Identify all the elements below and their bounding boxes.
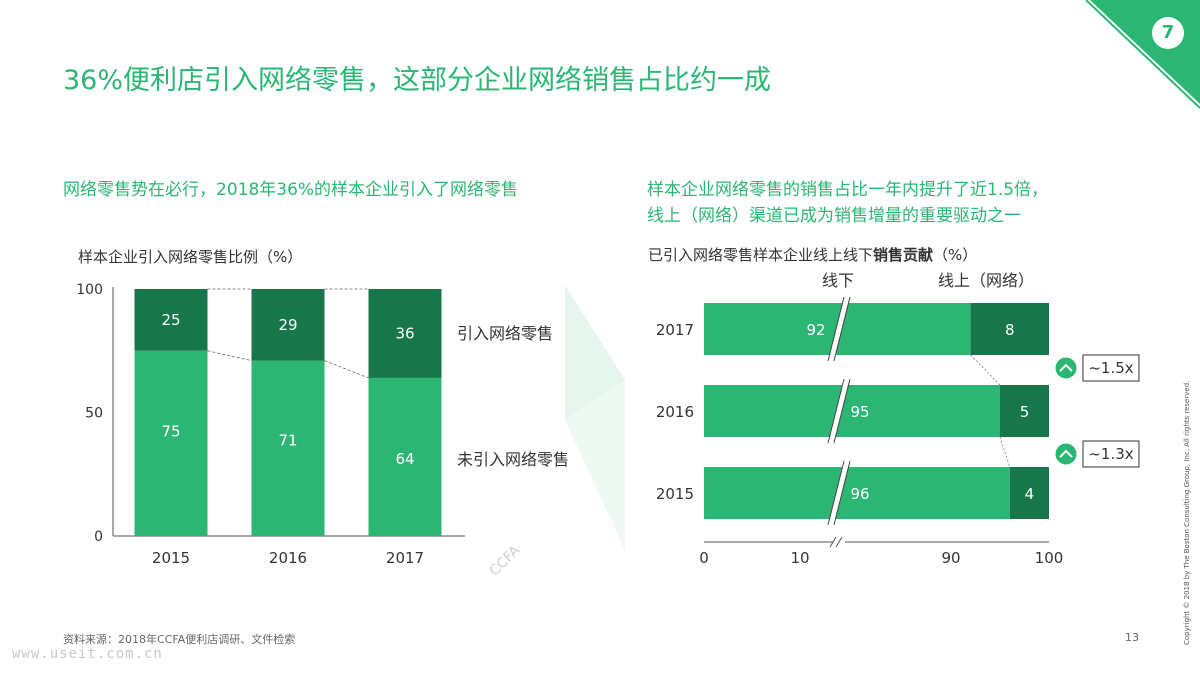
- data-label-offline: 95: [850, 403, 869, 421]
- bar-online: [1000, 385, 1049, 437]
- data-label-not-online: 71: [278, 431, 297, 449]
- bar-break-line: [833, 296, 851, 362]
- bar-break-line: [833, 378, 851, 444]
- right-chart-title-normal: 已引入网络零售样本企业线上线下: [648, 246, 874, 264]
- x-tick-label: 2017: [386, 549, 424, 567]
- page-number-badge: 7: [1152, 17, 1184, 49]
- bar-break-gap: [828, 297, 850, 361]
- chevron-up-icon: [1059, 363, 1073, 372]
- data-label-online: 8: [1005, 321, 1015, 339]
- bar-break-line: [827, 296, 845, 362]
- connector-decoration: [565, 285, 625, 550]
- dotted-connector: [999, 436, 1011, 468]
- y-tick-label: 50: [85, 406, 103, 422]
- data-label-online: 25: [161, 311, 180, 329]
- bar-online: [1009, 467, 1049, 519]
- bar-online: [970, 303, 1049, 355]
- growth-label-box: [1082, 354, 1140, 382]
- data-label-offline: 96: [850, 485, 869, 503]
- y-tick-label: 2017: [656, 321, 694, 339]
- chevron-up-icon: [1054, 442, 1078, 466]
- bar-break-line: [833, 460, 851, 526]
- bar-not-online: [368, 377, 442, 536]
- data-label-not-online: 64: [395, 450, 414, 468]
- column-header-online: 线上（网络）: [938, 271, 1034, 290]
- dotted-connector: [970, 354, 1001, 386]
- x-tick-label: 90: [941, 549, 960, 567]
- bar-break-line: [827, 378, 845, 444]
- x-tick-label: 0: [699, 549, 709, 567]
- x-tick-label: 2016: [269, 549, 307, 567]
- page-index: 13: [1125, 631, 1139, 644]
- data-label-online: 36: [395, 324, 414, 342]
- data-label-offline: 92: [806, 321, 825, 339]
- axis-break-mark: [829, 536, 837, 548]
- growth-label-box: [1082, 440, 1140, 468]
- bar-break-gap: [828, 379, 850, 443]
- chevron-up-icon: [1054, 356, 1078, 380]
- bar-break-gap: [828, 461, 850, 525]
- bar-online: [134, 289, 208, 351]
- bar-not-online: [134, 350, 208, 536]
- right-horizontal-bar-chart: 线下 线上（网络） 0 10 90 100 2017 92 8 2016 95 5 2015 96 4 ~1.…: [656, 271, 1140, 567]
- footer-source: 资料来源：2018年CCFA便利店调研、文件检索: [63, 633, 296, 646]
- bar-not-online: [251, 360, 325, 536]
- data-label-online: 29: [278, 316, 297, 334]
- x-tick-label: 10: [790, 549, 809, 567]
- y-tick-label: 2015: [656, 485, 694, 503]
- right-subhead-line1: 样本企业网络零售的销售占比一年内提升了近1.5倍，: [647, 180, 1049, 200]
- bar-online: [368, 289, 442, 378]
- y-tick-label: 2016: [656, 403, 694, 421]
- right-chart-title: 已引入网络零售样本企业线上线下销售贡献（%）: [648, 244, 977, 265]
- right-subhead-line2: 线上（网络）渠道已成为销售增量的重要驱动之一: [647, 206, 1021, 226]
- series-label-not-online: 未引入网络零售: [457, 450, 569, 469]
- left-stacked-bar-chart: 0 50 100 75 25 2015 71 29 2016 64 36 2017 引入网络零售未引入网…: [76, 282, 569, 567]
- y-tick-label: 0: [94, 529, 103, 545]
- growth-label: ~1.3x: [1088, 445, 1133, 463]
- data-label-not-online: 75: [161, 422, 180, 440]
- dashed-connector: [207, 350, 252, 362]
- data-label-online: 4: [1025, 485, 1035, 503]
- growth-label: ~1.5x: [1088, 359, 1133, 377]
- copyright-text: Copyright © 2018 by The Boston Consultin…: [1183, 380, 1191, 645]
- bar-break-line: [827, 460, 845, 526]
- left-chart-title: 样本企业引入网络零售比例（%）: [78, 248, 303, 266]
- data-label-online: 5: [1020, 403, 1030, 421]
- y-tick-label: 100: [76, 282, 103, 298]
- bar-offline: [704, 467, 1010, 519]
- axis-break-mark: [835, 536, 843, 548]
- bar-offline: [704, 385, 1000, 437]
- dashed-connector: [324, 360, 369, 379]
- x-tick-label: 100: [1035, 549, 1064, 567]
- x-tick-label: 2015: [152, 549, 190, 567]
- series-label-online: 引入网络零售: [457, 324, 553, 343]
- right-chart-title-unit: （%）: [933, 246, 978, 264]
- right-chart-title-bold: 销售贡献: [873, 246, 934, 264]
- bar-online: [251, 289, 325, 361]
- page-title: 36%便利店引入网络零售，这部分企业网络销售占比约一成: [63, 65, 772, 96]
- left-subhead: 网络零售势在必行，2018年36%的样本企业引入了网络零售: [63, 180, 519, 200]
- column-header-offline: 线下: [822, 271, 854, 290]
- chevron-up-icon: [1059, 449, 1073, 458]
- watermark-url: www.useit.com.cn: [12, 646, 163, 662]
